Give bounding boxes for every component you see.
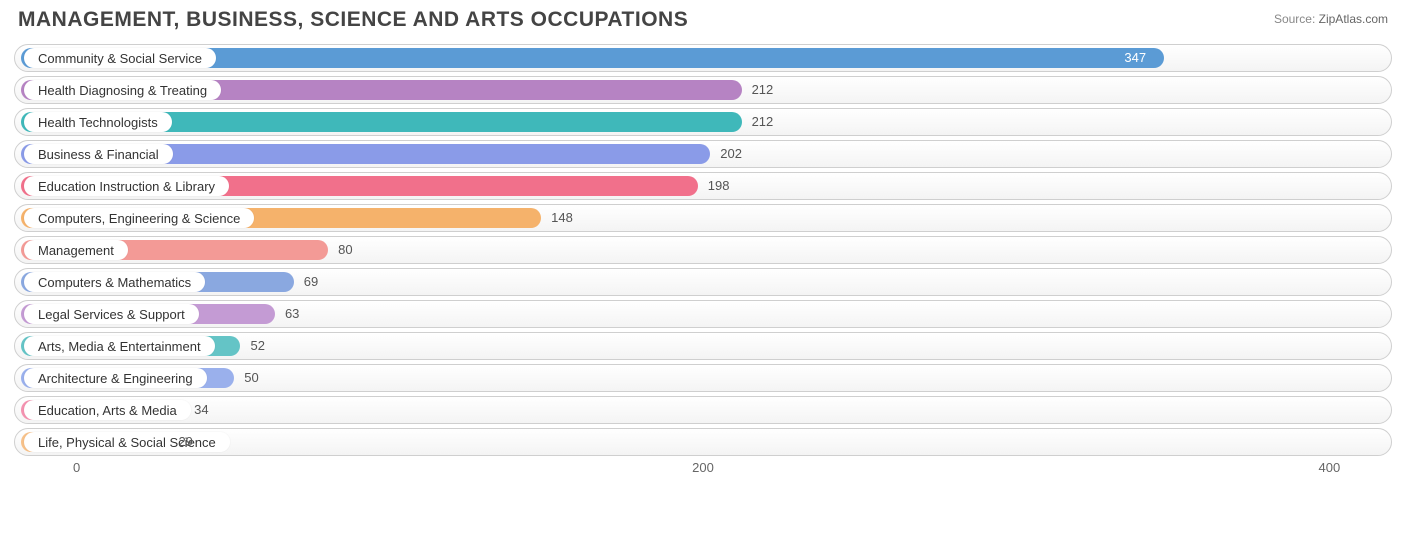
bar-category-pill: Management (24, 240, 128, 260)
bar-row: Arts, Media & Entertainment 52 (14, 332, 1392, 360)
bar-track: Computers & Mathematics 69 (14, 268, 1392, 296)
bar-track: Architecture & Engineering 50 (14, 364, 1392, 392)
axis-tick: 400 (1319, 460, 1341, 475)
bar-row: Education, Arts & Media34 (14, 396, 1392, 424)
bar-value-label: 80 (338, 242, 352, 257)
bar-track: Community & Social Service 347 (14, 44, 1392, 72)
bar-row: Computers & Mathematics 69 (14, 268, 1392, 296)
bar-track: Education, Arts & Media34 (14, 396, 1392, 424)
bar-category-pill: Legal Services & Support (24, 304, 199, 324)
bar-track: Legal Services & Support 63 (14, 300, 1392, 328)
bar-value-label: 63 (285, 306, 299, 321)
bar-track: Business & Financial 202 (14, 140, 1392, 168)
x-axis: 0 200 400 (14, 460, 1392, 486)
chart-title: MANAGEMENT, BUSINESS, SCIENCE AND ARTS O… (18, 8, 688, 32)
bar-value-label: 198 (708, 178, 730, 193)
bar-row: Life, Physical & Social Science29 (14, 428, 1392, 456)
bar-track: Education Instruction & Library 198 (14, 172, 1392, 200)
bar-value-label: 347 (1124, 50, 1146, 65)
bar-value-label: 50 (244, 370, 258, 385)
source-attribution: Source: ZipAtlas.com (1274, 8, 1388, 26)
bar-value-label: 212 (752, 82, 774, 97)
bar-row: Health Technologists 212 (14, 108, 1392, 136)
bar-row: Computers, Engineering & Science 148 (14, 204, 1392, 232)
source-value: ZipAtlas.com (1319, 12, 1388, 26)
bar-category-pill: Health Technologists (24, 112, 172, 132)
bar-value-label: 202 (720, 146, 742, 161)
bar-category-pill: Arts, Media & Entertainment (24, 336, 215, 356)
bar-track: Arts, Media & Entertainment 52 (14, 332, 1392, 360)
bar-value-label: 34 (194, 402, 208, 417)
axis-tick: 200 (692, 460, 714, 475)
bar-value-label: 52 (250, 338, 264, 353)
bar-category-pill: Computers, Engineering & Science (24, 208, 254, 228)
bar-category-pill: Life, Physical & Social Science (24, 432, 230, 452)
bar-value-label: 148 (551, 210, 573, 225)
bar-row: Legal Services & Support 63 (14, 300, 1392, 328)
bar-track: Management 80 (14, 236, 1392, 264)
bar-category-pill: Education, Arts & Media (24, 400, 191, 420)
bar-category-pill: Health Diagnosing & Treating (24, 80, 221, 100)
bar-track: Health Diagnosing & Treating 212 (14, 76, 1392, 104)
bar-track: Computers, Engineering & Science 148 (14, 204, 1392, 232)
bar-row: Education Instruction & Library 198 (14, 172, 1392, 200)
source-label: Source: (1274, 12, 1315, 26)
bar-row: Architecture & Engineering 50 (14, 364, 1392, 392)
bar-category-pill: Computers & Mathematics (24, 272, 205, 292)
bar-category-pill: Community & Social Service (24, 48, 216, 68)
bar-category-pill: Architecture & Engineering (24, 368, 207, 388)
bar-category-pill: Education Instruction & Library (24, 176, 229, 196)
bar-value-label: 212 (752, 114, 774, 129)
chart-plot-area: Community & Social Service 347 Health Diag… (0, 38, 1406, 456)
bar-row: Community & Social Service 347 (14, 44, 1392, 72)
bar-track: Health Technologists 212 (14, 108, 1392, 136)
axis-tick: 0 (73, 460, 80, 475)
bar-row: Management 80 (14, 236, 1392, 264)
bar-value-label: 69 (304, 274, 318, 289)
bar-row: Health Diagnosing & Treating 212 (14, 76, 1392, 104)
bar-category-pill: Business & Financial (24, 144, 173, 164)
bar-value-label: 29 (178, 434, 192, 449)
bar-row: Business & Financial 202 (14, 140, 1392, 168)
bar-track: Life, Physical & Social Science29 (14, 428, 1392, 456)
chart-header: MANAGEMENT, BUSINESS, SCIENCE AND ARTS O… (0, 0, 1406, 38)
